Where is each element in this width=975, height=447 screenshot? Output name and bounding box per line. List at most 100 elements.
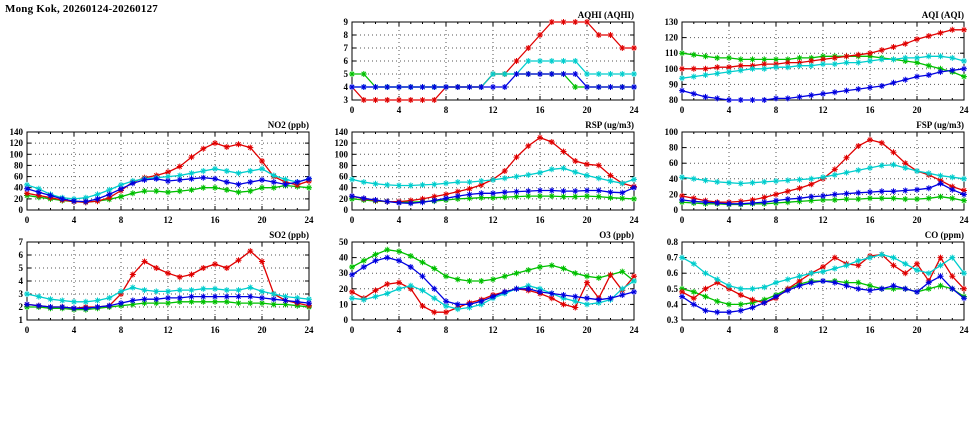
svg-text:5: 5 xyxy=(344,69,349,79)
svg-text:6: 6 xyxy=(19,250,24,260)
svg-text:120: 120 xyxy=(665,33,679,43)
svg-text:8: 8 xyxy=(344,30,349,40)
svg-text:0: 0 xyxy=(344,205,349,215)
svg-text:CO (ppm): CO (ppm) xyxy=(925,230,964,240)
chart-no2: 0 20 40 60 80 100 120 140 0 4 8 12 16 20 24 NO2 (ppb) xyxy=(0,118,315,228)
svg-text:20: 20 xyxy=(583,105,593,115)
svg-text:8: 8 xyxy=(444,215,449,225)
svg-text:5: 5 xyxy=(19,263,24,273)
svg-text:16: 16 xyxy=(536,325,546,335)
svg-text:140: 140 xyxy=(10,127,24,137)
svg-text:8: 8 xyxy=(444,325,449,335)
svg-text:4: 4 xyxy=(397,105,402,115)
svg-text:0: 0 xyxy=(680,105,685,115)
svg-text:24: 24 xyxy=(960,215,970,225)
svg-text:100: 100 xyxy=(335,149,349,159)
svg-text:4: 4 xyxy=(397,325,402,335)
svg-text:100: 100 xyxy=(665,127,679,137)
svg-text:12: 12 xyxy=(489,325,499,335)
svg-text:6: 6 xyxy=(344,56,349,66)
svg-text:8: 8 xyxy=(774,325,779,335)
svg-text:12: 12 xyxy=(489,105,499,115)
svg-text:0: 0 xyxy=(25,215,30,225)
svg-text:0: 0 xyxy=(350,215,355,225)
svg-text:20: 20 xyxy=(14,194,24,204)
svg-text:4: 4 xyxy=(344,82,349,92)
chart-svg: 0 10 20 30 40 50 0 4 8 12 16 20 24 O3 (ppb) xyxy=(339,230,639,335)
chart-svg: 80 90 100 110 120 130 0 4 8 12 16 20 24 AQI (AQI) xyxy=(665,10,970,115)
svg-text:60: 60 xyxy=(14,172,24,182)
svg-text:8: 8 xyxy=(444,105,449,115)
svg-text:16: 16 xyxy=(866,215,876,225)
svg-text:50: 50 xyxy=(339,237,349,247)
svg-text:12: 12 xyxy=(819,215,829,225)
svg-text:16: 16 xyxy=(536,215,546,225)
svg-text:RSP (ug/m3): RSP (ug/m3) xyxy=(585,120,634,130)
svg-text:0: 0 xyxy=(350,105,355,115)
svg-text:4: 4 xyxy=(72,215,77,225)
svg-text:24: 24 xyxy=(630,215,640,225)
svg-text:20: 20 xyxy=(583,325,593,335)
svg-text:0: 0 xyxy=(25,325,30,335)
svg-text:24: 24 xyxy=(630,105,640,115)
svg-text:12: 12 xyxy=(164,325,174,335)
chart-aqhi: 3 4 5 6 7 8 9 0 4 8 12 16 20 24 AQHI (AQHI) xyxy=(325,8,640,118)
svg-text:60: 60 xyxy=(669,158,679,168)
svg-text:20: 20 xyxy=(339,284,349,294)
svg-text:8: 8 xyxy=(119,325,124,335)
svg-text:60: 60 xyxy=(339,172,349,182)
svg-text:7: 7 xyxy=(19,237,24,247)
svg-text:24: 24 xyxy=(960,105,970,115)
page-title: Mong Kok, 20260124-20260127 xyxy=(5,3,158,15)
svg-text:16: 16 xyxy=(866,325,876,335)
svg-text:24: 24 xyxy=(960,325,970,335)
svg-text:3: 3 xyxy=(344,95,349,105)
svg-text:20: 20 xyxy=(913,105,923,115)
svg-text:12: 12 xyxy=(819,325,829,335)
svg-text:80: 80 xyxy=(339,160,349,170)
chart-svg: 3 4 5 6 7 8 9 0 4 8 12 16 20 24 AQHI (AQHI) xyxy=(344,10,640,115)
svg-text:20: 20 xyxy=(913,215,923,225)
svg-text:SO2 (ppb): SO2 (ppb) xyxy=(269,230,309,240)
svg-text:0: 0 xyxy=(350,325,355,335)
svg-text:16: 16 xyxy=(536,105,546,115)
svg-text:9: 9 xyxy=(344,17,349,27)
svg-text:110: 110 xyxy=(665,48,679,58)
svg-text:30: 30 xyxy=(339,268,349,278)
svg-text:100: 100 xyxy=(665,64,679,74)
chart-fsp: 0 20 40 60 80 100 0 4 8 12 16 20 24 FSP (ug/m3) xyxy=(655,118,970,228)
svg-text:8: 8 xyxy=(119,215,124,225)
svg-text:20: 20 xyxy=(258,325,268,335)
svg-text:12: 12 xyxy=(164,215,174,225)
svg-text:AQI (AQI): AQI (AQI) xyxy=(922,10,964,20)
svg-text:FSP (ug/m3): FSP (ug/m3) xyxy=(916,120,964,130)
svg-text:120: 120 xyxy=(335,138,349,148)
svg-text:O3 (ppb): O3 (ppb) xyxy=(599,230,634,240)
svg-text:80: 80 xyxy=(14,160,24,170)
svg-text:16: 16 xyxy=(866,105,876,115)
svg-text:130: 130 xyxy=(665,17,679,27)
svg-text:24: 24 xyxy=(305,215,315,225)
svg-text:20: 20 xyxy=(339,194,349,204)
chart-svg: 0 20 40 60 80 100 0 4 8 12 16 20 24 FSP (ug/m3) xyxy=(665,120,970,225)
svg-text:4: 4 xyxy=(727,215,732,225)
chart-so2: 1 2 3 4 5 6 7 0 4 8 12 16 20 24 SO2 (ppb) xyxy=(0,228,315,338)
svg-text:4: 4 xyxy=(72,325,77,335)
chart-svg: 0.3 0.4 0.5 0.6 0.7 0.8 0 4 8 12 16 20 24 CO (ppm) xyxy=(667,230,970,335)
svg-text:3: 3 xyxy=(19,289,24,299)
svg-text:20: 20 xyxy=(669,189,679,199)
chart-o3: 0 10 20 30 40 50 0 4 8 12 16 20 24 O3 (ppb) xyxy=(325,228,640,338)
svg-text:10: 10 xyxy=(339,299,349,309)
chart-co: 0.3 0.4 0.5 0.6 0.7 0.8 0 4 8 12 16 20 24 CO (ppm) xyxy=(655,228,970,338)
svg-text:12: 12 xyxy=(819,105,829,115)
svg-text:0.3: 0.3 xyxy=(667,315,679,325)
svg-text:140: 140 xyxy=(335,127,349,137)
svg-text:90: 90 xyxy=(669,79,679,89)
svg-text:8: 8 xyxy=(774,215,779,225)
svg-text:0: 0 xyxy=(19,205,24,215)
svg-text:20: 20 xyxy=(583,215,593,225)
